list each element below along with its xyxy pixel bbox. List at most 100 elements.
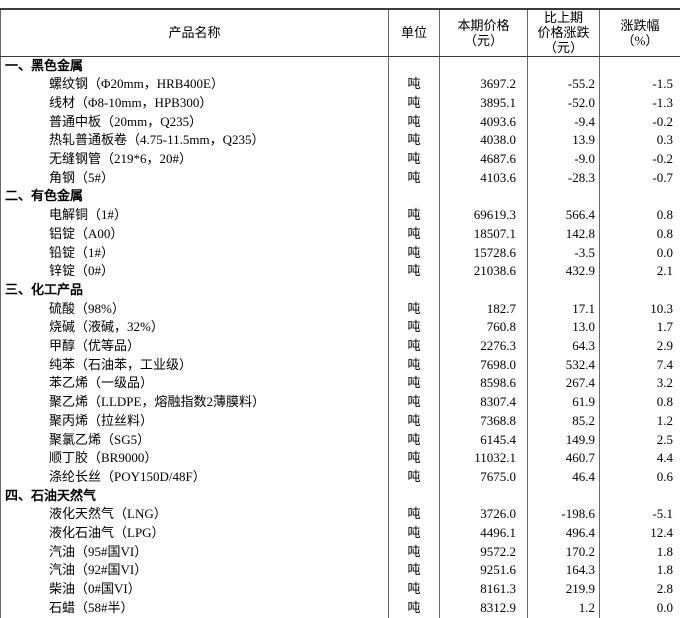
unit-cell: 吨: [388, 243, 440, 263]
unit-cell: 吨: [388, 112, 440, 132]
product-row: 烧碱（液碱，32%） 吨 760.8 13.0 1.7: [1, 318, 680, 338]
price-change-cell: -198.6: [527, 505, 600, 525]
price-table: 产品名称 单位 本期价格 （元） 比上期 价格涨跌 （元） 涨跌幅 （%） 一、…: [0, 8, 680, 618]
product-row: 汽油（95#国VI） 吨 9572.2 170.2 1.8: [1, 542, 680, 562]
product-name-cell: 烧碱（液碱，32%）: [49, 319, 164, 335]
change-pct-cell: 0.6: [599, 467, 680, 487]
change-pct-cell: 10.3: [599, 299, 680, 319]
change-pct-cell: 4.4: [599, 449, 680, 468]
price-table-body: 一、黑色金属 螺纹钢（Φ20mm，HRB400E）吨 3697.2 -55.2 -1.5…: [1, 56, 680, 618]
unit-cell: 吨: [388, 355, 440, 375]
col-header-change-pct: 涨跌幅 （%）: [599, 9, 680, 57]
current-price-cell: 3697.2: [439, 75, 528, 94]
change-pct-cell: -0.2: [599, 150, 680, 169]
price-change-cell: 496.4: [527, 524, 600, 543]
price-change-cell: 13.0: [527, 318, 600, 338]
change-pct-cell: [599, 187, 680, 207]
unit-cell: 吨: [388, 75, 440, 94]
change-pct-cell: -5.1: [599, 505, 680, 525]
change-pct-cell: 0.3: [599, 131, 680, 151]
current-price-cell: 4496.1: [439, 524, 528, 543]
product-row: 汽油（92#国VI） 吨 9251.6 164.3 1.8: [1, 561, 680, 581]
section-header-row: 三、化工产品: [1, 280, 680, 300]
current-price-cell: 8161.3: [439, 580, 528, 599]
product-row: 锌锭（0#） 吨 21038.6 432.9 2.1: [1, 262, 680, 281]
product-name-cell: 一、黑色金属: [5, 57, 84, 73]
product-name-cell: 甲醇（优等品）: [49, 338, 141, 354]
product-name-cell: 汽油（95#国VI）: [49, 543, 148, 559]
section-header-row: 二、有色金属: [1, 187, 680, 207]
change-pct-cell: 1.2: [599, 411, 680, 431]
price-change-cell: 432.9: [527, 262, 600, 281]
current-price-cell: 7368.8: [439, 411, 528, 431]
product-name-cell: 顺丁胶（BR9000）: [49, 450, 158, 466]
change-pct-cell: [599, 280, 680, 300]
current-price-cell: 3726.0: [439, 505, 528, 525]
product-name-cell: 角钢（5#）: [49, 169, 115, 185]
unit-cell: 吨: [388, 337, 440, 356]
change-pct-cell: 0.8: [599, 224, 680, 244]
unit-cell: 吨: [388, 561, 440, 581]
section-header-row: 四、石油天然气: [1, 486, 680, 506]
current-price-cell: 9251.6: [439, 561, 528, 581]
product-name-cell: 螺纹钢（Φ20mm，HRB400E）: [49, 76, 224, 92]
change-pct-cell: 2.8: [599, 580, 680, 599]
price-table-header: 产品名称 单位 本期价格 （元） 比上期 价格涨跌 （元） 涨跌幅 （%）: [0, 9, 680, 57]
current-price-cell: 9572.2: [439, 542, 528, 562]
product-name-cell: 苯乙烯（一级品）: [49, 375, 154, 391]
product-row: 石蜡（58#半） 吨 8312.9 1.2 0.0: [1, 598, 680, 618]
product-row: 角钢（5#） 吨 4103.6 -28.3 -0.7: [1, 168, 680, 188]
product-name-cell: 柴油（0#国VI）: [49, 581, 141, 597]
unit-cell: 吨: [388, 393, 440, 412]
product-row: 顺丁胶（BR9000） 吨 11032.1 460.7 4.4: [1, 449, 680, 468]
change-pct-cell: 7.4: [599, 355, 680, 375]
price-change-cell: [527, 486, 600, 506]
product-row: 聚氯乙烯（SG5） 吨 6145.4 149.9 2.5: [1, 430, 680, 450]
unit-cell: 吨: [388, 449, 440, 468]
current-price-cell: 182.7: [439, 299, 528, 319]
change-pct-cell: -1.3: [599, 93, 680, 113]
product-row: 铅锭（1#） 吨 15728.6 -3.5 0.0: [1, 243, 680, 263]
current-price-cell: 7698.0: [439, 355, 528, 375]
price-change-cell: 267.4: [527, 374, 600, 394]
product-name-cell: 锌锭（0#）: [49, 263, 115, 279]
product-name-cell: 石蜡（58#半）: [49, 599, 134, 615]
unit-cell: 吨: [388, 318, 440, 338]
price-change-cell: 164.3: [527, 561, 600, 581]
price-change-cell: [527, 280, 600, 300]
price-change-cell: -28.3: [527, 168, 600, 188]
unit-cell: [388, 486, 440, 506]
product-row: 聚丙烯（拉丝料） 吨 7368.8 85.2 1.2: [1, 411, 680, 431]
product-row: 普通中板（20mm，Q235） 吨 4093.6 -9.4 -0.2: [1, 112, 680, 132]
price-change-cell: 13.9: [527, 131, 600, 151]
product-name-cell: 液化天然气（LNG）: [49, 506, 167, 522]
product-row: 涤纶长丝（POY150D/48F） 吨 7675.0 46.4 0.6: [1, 467, 680, 487]
product-row: 液化石油气（LPG） 吨 4496.1 496.4 12.4: [1, 524, 680, 543]
current-price-cell: [439, 187, 528, 207]
header-row: 产品名称 单位 本期价格 （元） 比上期 价格涨跌 （元） 涨跌幅 （%）: [0, 9, 680, 57]
price-change-cell: 219.9: [527, 580, 600, 599]
product-name-cell: 四、石油天然气: [5, 487, 97, 503]
change-pct-cell: 0.8: [599, 393, 680, 412]
product-row: 聚乙烯（LLDPE，熔融指数2薄膜料） 吨 8307.4 61.9 0.8: [1, 393, 680, 412]
price-change-cell: -55.2: [527, 75, 600, 94]
current-price-cell: 4038.0: [439, 131, 528, 151]
unit-cell: 吨: [388, 505, 440, 525]
unit-cell: 吨: [388, 93, 440, 113]
current-price-cell: 21038.6: [439, 262, 528, 281]
change-pct-cell: 1.7: [599, 318, 680, 338]
product-row: 螺纹钢（Φ20mm，HRB400E） 吨 3697.2 -55.2 -1.5: [1, 75, 680, 94]
product-row: 甲醇（优等品） 吨 2276.3 64.3 2.9: [1, 337, 680, 356]
unit-cell: [388, 280, 440, 300]
product-name-cell: 线材（Φ8-10mm，HPB300）: [49, 94, 213, 110]
product-name-cell: 热轧普通板卷（4.75-11.5mm，Q235）: [49, 132, 265, 148]
price-change-cell: 566.4: [527, 206, 600, 225]
current-price-cell: [439, 486, 528, 506]
change-pct-cell: 0.0: [599, 598, 680, 618]
product-row: 苯乙烯（一级品） 吨 8598.6 267.4 3.2: [1, 374, 680, 394]
change-pct-cell: 2.5: [599, 430, 680, 450]
product-name-cell: 聚乙烯（LLDPE，熔融指数2薄膜料）: [49, 394, 265, 410]
product-name-cell: 纯苯（石油苯，工业级）: [49, 356, 193, 372]
price-change-cell: 149.9: [527, 430, 600, 450]
